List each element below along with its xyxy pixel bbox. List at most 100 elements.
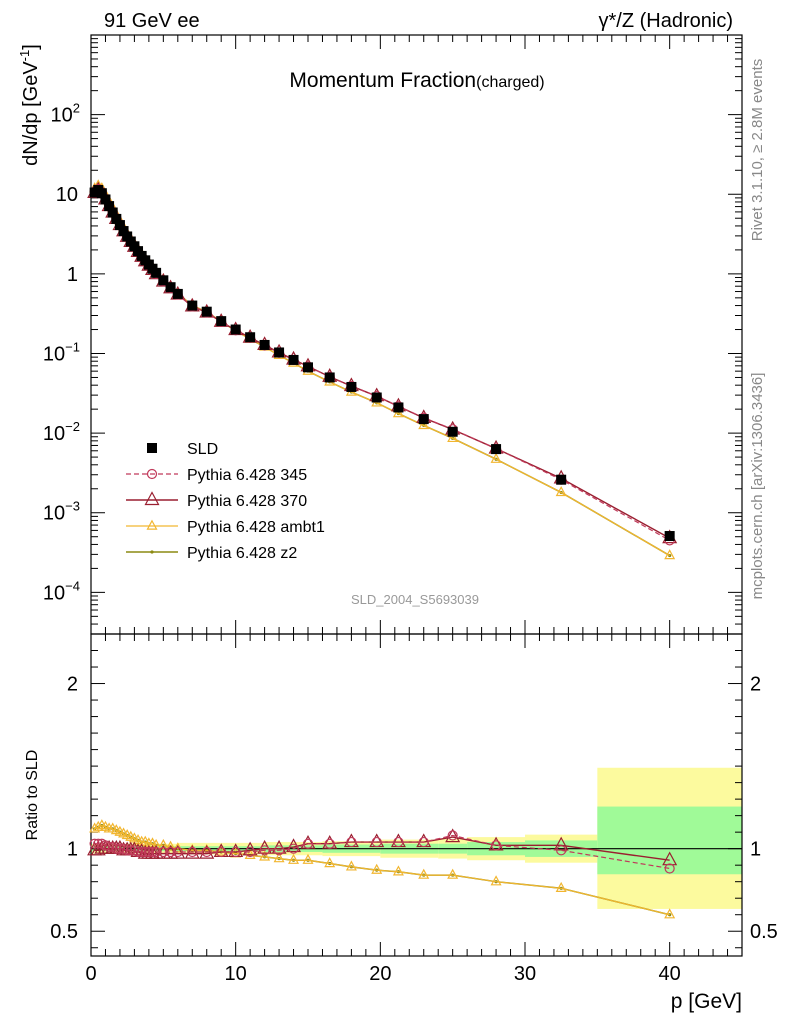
main-data-point	[371, 392, 382, 403]
main-data-point	[259, 339, 270, 350]
legend-marker-data	[147, 443, 157, 453]
ratio-345-point	[273, 845, 285, 856]
ratio-panel-frame: 0.5 0.51 12 20 10 20 30 40	[50, 633, 778, 985]
main-ambt1-line	[94, 184, 670, 557]
legend-label-345: Pythia 6.428 345	[187, 467, 307, 484]
main-data-point	[165, 282, 176, 293]
legend-item-data: SLD	[147, 441, 218, 458]
legend-item-345: Pythia 6.428 345	[126, 467, 307, 484]
main-ytick-label: 102	[51, 101, 80, 127]
ratio-345-point	[158, 846, 169, 858]
legend-item-ambt1: Pythia 6.428 ambt1	[126, 519, 325, 536]
ratio-345-point	[187, 846, 198, 858]
ratio-345-point	[151, 846, 162, 858]
main-data-point	[158, 275, 169, 286]
main-ambt1-point	[664, 549, 676, 560]
main-345-series	[89, 184, 675, 546]
ratio-ytick-label-left: 1	[67, 839, 78, 861]
main-data-point	[118, 226, 129, 237]
main-data-point	[114, 220, 125, 231]
main-panel-series	[87, 179, 678, 560]
legend-marker-ambt1	[146, 519, 158, 530]
ratio-ambt1-point	[555, 881, 567, 893]
legend-label-370: Pythia 6.428 370	[187, 493, 307, 510]
ratio-345-line	[94, 834, 670, 870]
main-ylabel: dN/dp [GeV-1]	[17, 44, 42, 166]
ratio-345-point	[114, 843, 126, 854]
main-data-point	[324, 372, 335, 383]
ratio-345-point	[201, 846, 212, 858]
main-data-point	[556, 474, 567, 485]
ratio-ylabel: Ratio to SLD	[24, 750, 41, 841]
rivet-version-label: Rivet 3.1.10, ≥ 2.8M events	[749, 59, 766, 242]
main-title: Momentum Fraction(charged)	[289, 69, 544, 92]
ratio-345-point	[664, 863, 675, 874]
ratio-ambt1-point	[345, 860, 357, 871]
band-inner-8	[597, 806, 742, 875]
x-tick-label: 0	[85, 963, 96, 985]
main-ambt1-point	[490, 452, 502, 463]
main-data-point	[104, 201, 115, 212]
main-370-series	[87, 181, 678, 544]
ratio-370-point	[662, 851, 678, 866]
ratio-ambt1-point	[490, 875, 502, 886]
main-ambt1-point	[392, 407, 404, 418]
x-tick-label: 30	[514, 963, 536, 985]
ratio-345-series	[89, 830, 675, 874]
x-tick-label: 10	[225, 963, 247, 985]
x-tick-label: 40	[659, 963, 681, 985]
ratio-ytick-label-right: 0.5	[750, 921, 778, 943]
ratio-ambt1-point	[273, 852, 285, 863]
ratio-ytick-label-left: 0.5	[50, 921, 78, 943]
analysis-watermark: SLD_2004_S5693039	[351, 592, 479, 607]
main-data-point	[216, 316, 227, 327]
main-data-point	[303, 362, 313, 373]
mcplots-source-label: mcplots.cern.ch [arXiv:1306.3436]	[749, 373, 766, 600]
ratio-345-point	[302, 838, 314, 849]
ratio-ytick-label-right: 1	[750, 839, 761, 861]
ratio-ambt1-point	[418, 868, 430, 879]
main-data-point	[111, 213, 122, 224]
main-data-point	[245, 332, 256, 343]
ratio-345-point	[556, 845, 567, 856]
main-data-point	[274, 347, 285, 358]
ratio-370-point	[199, 844, 215, 859]
main-data-point	[346, 381, 357, 392]
ratio-345-point	[259, 845, 270, 856]
legend-marker-z2	[150, 550, 154, 554]
main-data-point	[288, 354, 299, 365]
ratio-345-point	[346, 836, 357, 848]
main-data-point	[201, 306, 212, 317]
ratio-ambt1-point	[165, 840, 177, 851]
main-data-point	[96, 188, 107, 199]
ratio-ambt1-point	[157, 838, 169, 850]
ratio-345-point	[216, 846, 227, 858]
main-ambt1-point	[447, 431, 459, 443]
main-data-point	[100, 194, 111, 205]
ratio-345-point	[125, 845, 136, 856]
header-left: 91 GeV ee	[104, 10, 200, 32]
uncertainty-bands	[91, 767, 742, 909]
main-ytick-label: 10−1	[43, 339, 80, 365]
main-ytick-label: 10−4	[43, 578, 80, 604]
main-data-series	[89, 185, 675, 542]
ratio-ytick-label-left: 2	[67, 674, 78, 696]
ratio-panel-series	[87, 819, 678, 919]
legend-label-data: SLD	[187, 441, 218, 458]
ratio-345-point	[147, 846, 158, 858]
ratio-370-point	[553, 836, 569, 851]
ratio-345-point	[324, 838, 335, 849]
main-data-point	[122, 231, 133, 242]
main-370-line	[94, 189, 671, 539]
ratio-ambt1-point	[89, 822, 101, 833]
ratio-ambt1-point	[324, 857, 336, 868]
main-data-point	[230, 324, 241, 335]
header-right: γ*/Z (Hadronic)	[599, 10, 733, 32]
ratio-ambt1-point	[302, 853, 314, 864]
ratio-345-point	[143, 846, 154, 858]
ratio-345-point	[447, 830, 458, 841]
main-panel-frame: 10−4 10−3 10−2 10−1 1 10 102	[43, 34, 743, 635]
main-ambt1-point	[555, 485, 567, 497]
ratio-ambt1-point	[664, 908, 676, 919]
main-ytick-label: 10	[56, 184, 78, 206]
